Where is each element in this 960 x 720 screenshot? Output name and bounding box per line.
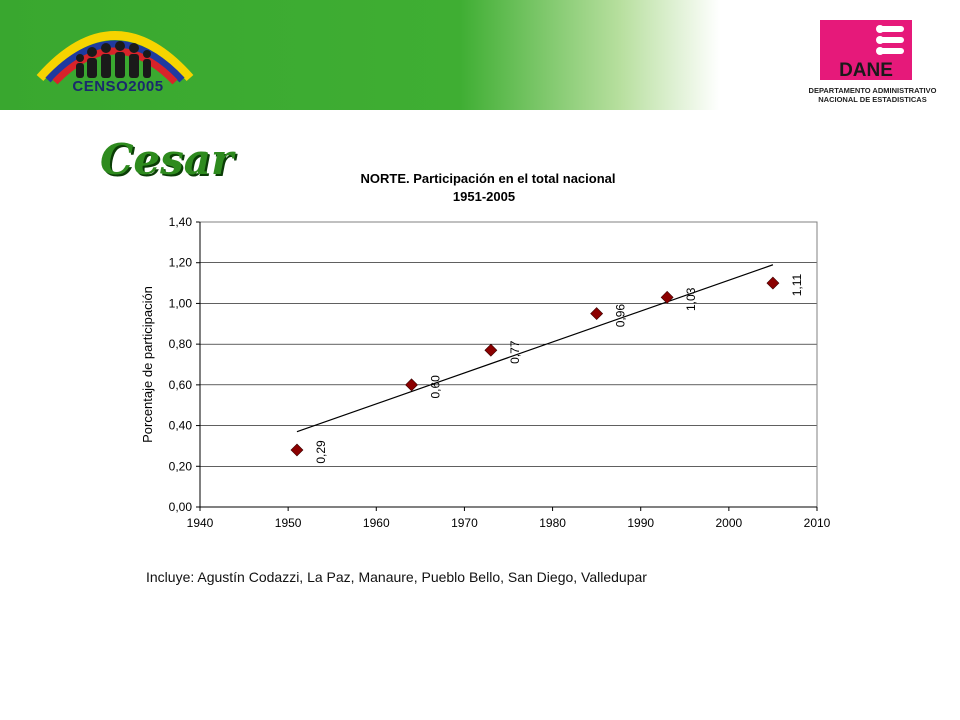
y-tick-label: 0,80 [169, 337, 193, 351]
chart-title: NORTE. Participación en el total naciona… [361, 171, 616, 186]
data-label: 0,29 [314, 440, 328, 464]
y-tick-label: 1,00 [169, 296, 193, 310]
y-tick-label: 0,20 [169, 459, 193, 473]
y-tick-label: 0,40 [169, 419, 193, 433]
x-tick-label: 1970 [451, 516, 478, 530]
data-label: 1,11 [790, 274, 804, 297]
dane-subtitle-line1: DEPARTAMENTO ADMINISTRATIVO [808, 86, 937, 95]
dane-subtitle-line2: NACIONAL DE ESTADISTICAS [818, 95, 927, 104]
dane-logo-text: DANE [839, 60, 893, 80]
department-title: Cesar [100, 135, 234, 184]
y-tick-label: 0,00 [169, 500, 193, 514]
x-tick-label: 2000 [716, 516, 743, 530]
data-label: 0,60 [429, 375, 443, 399]
data-label: 0,96 [614, 304, 628, 328]
censo-logo-text: CENSO2005 [72, 78, 164, 95]
censo-logo [36, 31, 194, 85]
y-tick-label: 0,60 [169, 378, 193, 392]
dane-logo: DANE [820, 20, 912, 80]
x-tick-label: 1990 [627, 516, 654, 530]
x-tick-label: 1980 [539, 516, 566, 530]
data-label: 0,77 [508, 340, 522, 364]
data-point [660, 290, 674, 304]
y-axis-label: Porcentaje de participación [140, 286, 155, 443]
dane-subtitle: DEPARTAMENTO ADMINISTRATIVO NACIONAL DE … [790, 86, 955, 104]
data-point [405, 378, 418, 392]
x-tick-label: 1960 [363, 516, 390, 530]
data-point [290, 443, 304, 457]
trendline [296, 264, 774, 433]
footnote: Incluye: Agustín Codazzi, La Paz, Manaur… [146, 569, 647, 585]
x-tick-label: 1950 [275, 516, 302, 530]
chart-subtitle: 1951-2005 [453, 189, 515, 204]
data-point [590, 307, 604, 321]
data-label: 1,03 [684, 287, 698, 311]
y-tick-label: 1,20 [169, 256, 193, 270]
data-point [484, 343, 498, 357]
x-tick-label: 2010 [804, 516, 831, 530]
y-tick-label: 1,40 [169, 215, 193, 229]
x-tick-label: 1940 [187, 516, 214, 530]
data-point [766, 276, 780, 290]
